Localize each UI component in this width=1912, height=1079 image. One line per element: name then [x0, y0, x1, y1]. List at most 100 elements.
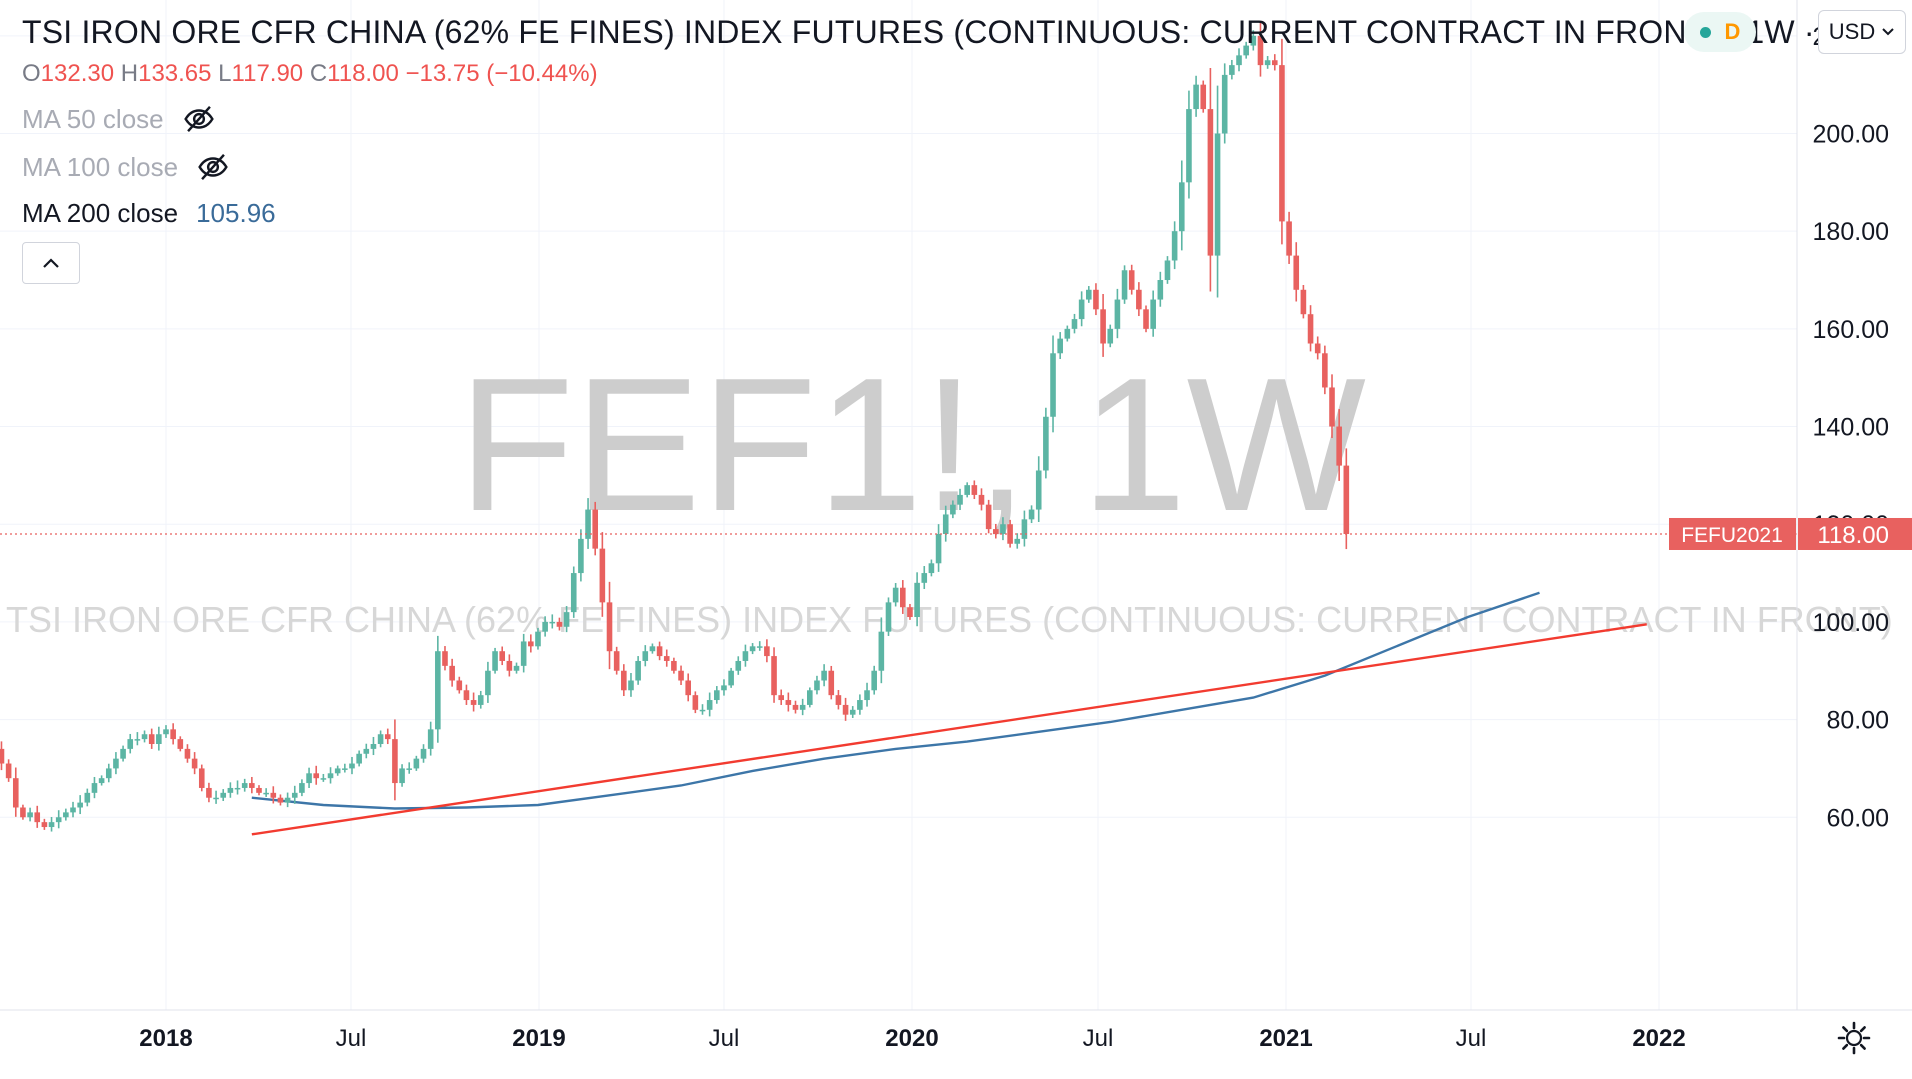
candle-body [728, 670, 734, 686]
candle-body [814, 680, 820, 691]
candle [384, 728, 391, 745]
candle-body [900, 587, 906, 608]
ohlc-readout: O132.30 H133.65 L117.90 C118.00 −13.75 (… [22, 60, 598, 88]
candle [156, 726, 162, 751]
candle [921, 566, 928, 589]
candle-body [1279, 65, 1285, 222]
candle [1329, 374, 1335, 439]
candle [821, 664, 827, 687]
candle-body [384, 734, 391, 740]
candle-body [570, 573, 577, 613]
candle [120, 745, 126, 762]
candle [349, 756, 355, 775]
candle-body [1186, 109, 1192, 183]
candle [714, 686, 720, 704]
symbol-title[interactable]: TSI IRON ORE CFR CHINA (62% FE FINES) IN… [22, 14, 1892, 50]
candle-body [735, 660, 742, 671]
candle-body [1028, 509, 1035, 520]
candle-body [63, 812, 69, 818]
candle [1021, 510, 1028, 547]
open-value: 132.30 [40, 60, 115, 87]
candle [1085, 286, 1092, 303]
market-status-badge[interactable]: D [1684, 12, 1756, 52]
candle [1286, 211, 1292, 264]
candle [334, 765, 341, 776]
candle-body [320, 778, 327, 780]
candle-body [34, 812, 41, 823]
candle [771, 647, 777, 703]
candle-body [635, 660, 641, 681]
candle [506, 654, 513, 677]
candle [799, 698, 806, 716]
currency-select[interactable]: USD [1818, 10, 1906, 54]
indicator-ma100[interactable]: MA 100 close [22, 150, 230, 184]
candle-body [857, 700, 863, 710]
indicator-ma200[interactable]: MA 200 close 105.96 [22, 198, 276, 229]
candle-body [964, 485, 970, 495]
candle-body [778, 695, 784, 701]
close-label: C [309, 60, 328, 87]
candle [1343, 448, 1350, 550]
candle [728, 667, 734, 688]
candle-body [835, 695, 842, 705]
candle-body [1286, 221, 1292, 256]
symbol-tag[interactable] [1669, 517, 1796, 550]
candle [513, 662, 520, 674]
candle-body [585, 509, 591, 539]
candle-body [27, 812, 33, 818]
candle [1214, 85, 1221, 298]
candle [1236, 48, 1242, 72]
candle-body [1236, 55, 1242, 66]
candle-body [370, 744, 377, 749]
candle-body [506, 660, 513, 671]
candle [1000, 517, 1006, 541]
candle-body [413, 758, 420, 769]
candle-body [1193, 84, 1199, 110]
candle-body [764, 646, 770, 657]
candle-body [449, 665, 455, 681]
candle [563, 606, 570, 633]
candle [1221, 63, 1228, 144]
candle-body [113, 758, 119, 769]
collapse-legend-button[interactable] [22, 242, 80, 284]
candle-body [84, 792, 91, 803]
candle [105, 763, 112, 783]
price-tag[interactable] [1798, 517, 1912, 550]
candle [377, 730, 384, 748]
candle-body [1314, 343, 1321, 354]
candle [928, 559, 935, 577]
candle-body [807, 690, 813, 705]
candle-body [1136, 289, 1142, 310]
eye-off-icon[interactable] [196, 150, 230, 184]
candle [885, 597, 892, 636]
candle [835, 690, 842, 710]
candle [392, 719, 398, 801]
low-value: 117.90 [231, 60, 304, 87]
eye-off-icon[interactable] [182, 102, 216, 136]
candle-body [470, 700, 477, 705]
candle [807, 687, 813, 708]
y-tick-label: 160.00 [1813, 316, 1889, 344]
ma200-value: 105.96 [196, 198, 276, 228]
candle [756, 641, 763, 651]
candle [84, 788, 91, 807]
candle [842, 697, 849, 721]
candle-body [1000, 524, 1006, 534]
indicator-ma50[interactable]: MA 50 close [22, 102, 216, 136]
candle-body [1035, 470, 1042, 510]
candle [599, 532, 606, 617]
candle-body [342, 768, 348, 770]
candle-body [1336, 426, 1342, 466]
candle [127, 733, 134, 754]
candle [48, 816, 55, 832]
candle-body [1207, 109, 1214, 256]
candle-body [277, 797, 284, 803]
candle [1307, 305, 1314, 352]
candle-body [184, 748, 191, 759]
candle [313, 765, 320, 785]
candle [163, 725, 169, 738]
candle-body [1150, 299, 1156, 329]
gear-icon[interactable] [1836, 1020, 1872, 1056]
